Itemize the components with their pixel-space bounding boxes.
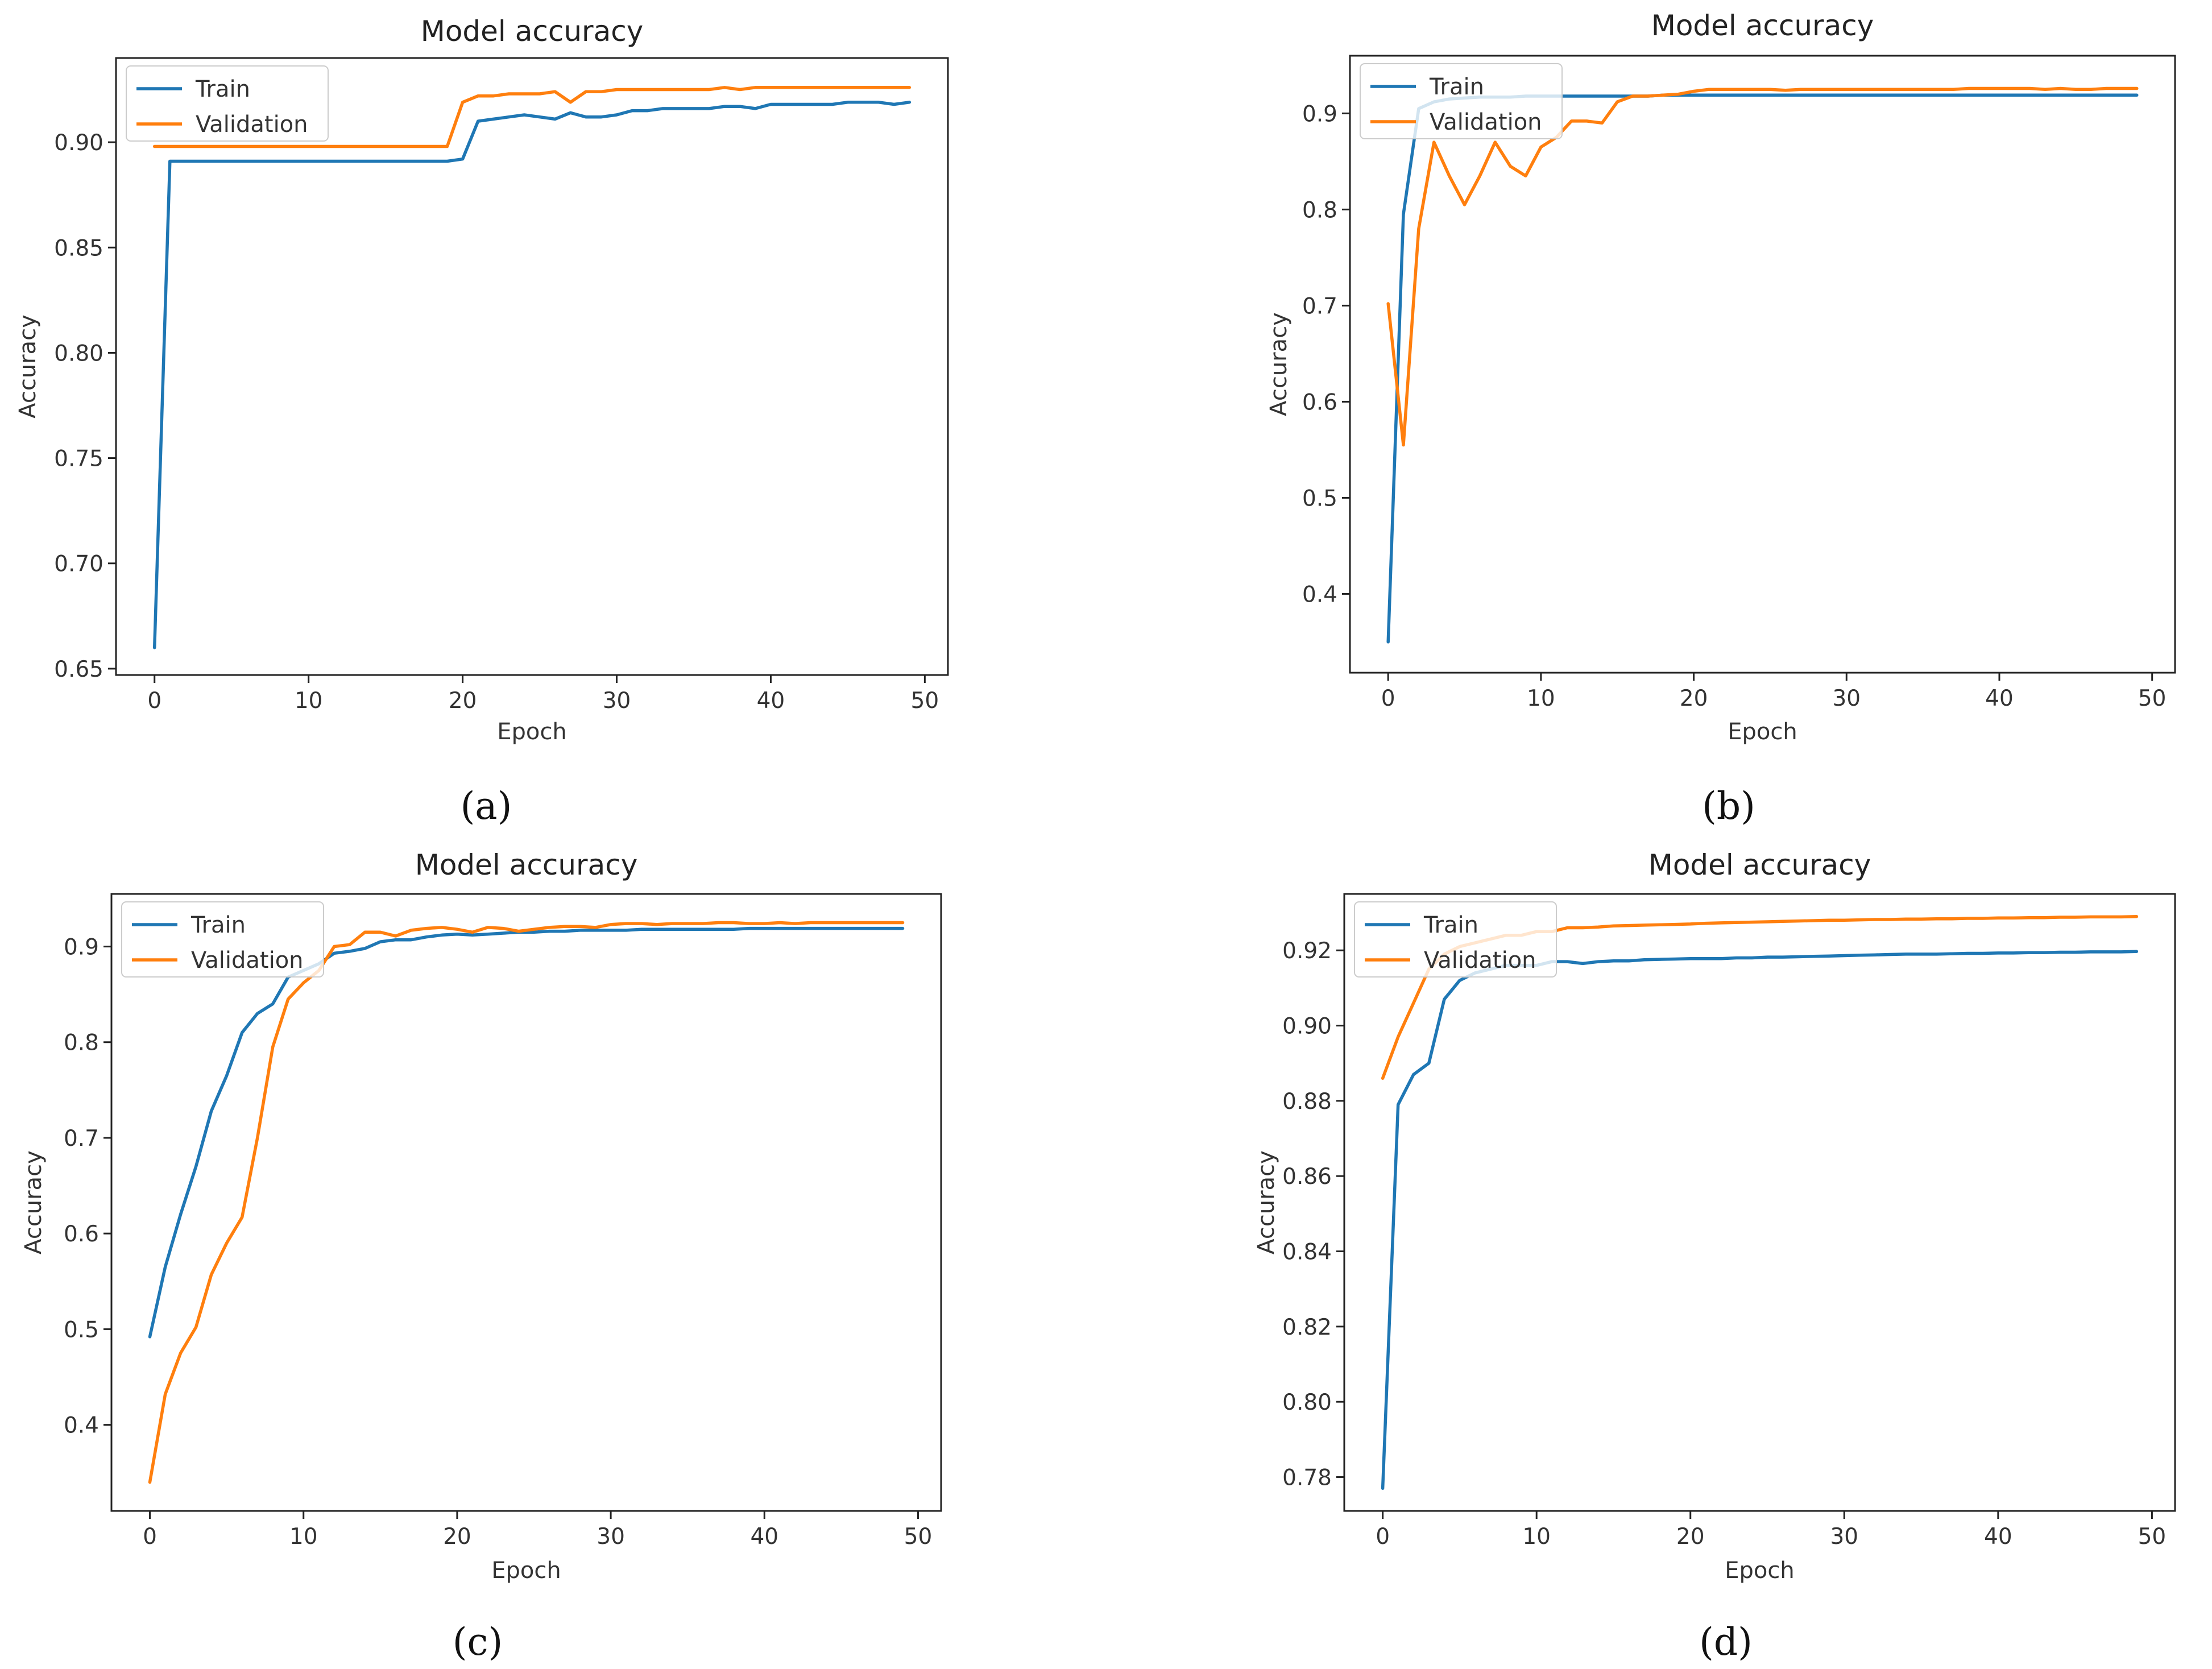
legend: Train Validation bbox=[126, 65, 329, 142]
legend-label-train: Train bbox=[190, 912, 246, 938]
legend-label-validation: Validation bbox=[1430, 109, 1542, 135]
legend-label-validation: Validation bbox=[196, 111, 308, 138]
chart-title: Model accuracy bbox=[415, 848, 638, 881]
x-tick-label: 50 bbox=[911, 688, 939, 714]
legend-label-train: Train bbox=[195, 76, 250, 102]
legend-box bbox=[126, 65, 329, 142]
x-tick-label: 20 bbox=[443, 1524, 471, 1550]
x-tick-label: 30 bbox=[597, 1524, 625, 1550]
plot-frame bbox=[1343, 893, 2176, 1512]
x-tick-label: 50 bbox=[2138, 686, 2167, 711]
y-tick-label: 0.8 bbox=[64, 1030, 99, 1056]
y-tick-label: 0.5 bbox=[1302, 486, 1337, 511]
x-tick-label: 40 bbox=[750, 1524, 778, 1550]
legend-box bbox=[1354, 901, 1557, 978]
x-axis-label: Epoch bbox=[491, 1558, 561, 1584]
y-tick-label: 0.80 bbox=[54, 341, 103, 366]
legend-label-validation: Validation bbox=[191, 947, 304, 974]
x-tick-label: 0 bbox=[143, 1524, 157, 1550]
legend: Train Validation bbox=[1354, 901, 1557, 978]
x-tick-label: 20 bbox=[449, 688, 477, 714]
y-axis-label: Accuracy bbox=[20, 1150, 47, 1254]
y-tick-label: 0.80 bbox=[1282, 1390, 1332, 1415]
y-tick-label: 0.6 bbox=[1302, 390, 1337, 415]
y-axis-label: Accuracy bbox=[1253, 1150, 1279, 1254]
x-tick-label: 10 bbox=[289, 1524, 318, 1550]
y-tick-label: 0.86 bbox=[1282, 1164, 1332, 1190]
series-line-validation bbox=[1386, 86, 2139, 447]
x-axis-label: Epoch bbox=[497, 719, 566, 745]
panel-caption: (a) bbox=[461, 784, 512, 828]
y-tick-label: 0.5 bbox=[64, 1317, 99, 1343]
x-tick-label: 0 bbox=[1381, 686, 1395, 711]
y-tick-label: 0.4 bbox=[64, 1413, 99, 1439]
x-tick-label: 20 bbox=[1676, 1524, 1705, 1550]
y-tick-label: 0.70 bbox=[54, 552, 103, 577]
y-tick-label: 0.90 bbox=[1282, 1014, 1332, 1039]
series-line-train bbox=[1381, 950, 2139, 1490]
panel-caption: (b) bbox=[1702, 784, 1755, 828]
x-tick-label: 40 bbox=[1985, 686, 2014, 711]
x-axis-label: Epoch bbox=[1725, 1558, 1794, 1584]
y-tick-label: 0.90 bbox=[54, 130, 103, 156]
panel-caption: (d) bbox=[1699, 1620, 1753, 1664]
legend-label-train: Train bbox=[1429, 74, 1484, 100]
y-axis-label: Accuracy bbox=[1266, 312, 1292, 416]
series-line-validation bbox=[152, 86, 912, 148]
y-tick-label: 0.82 bbox=[1282, 1315, 1332, 1340]
series-line-validation bbox=[148, 921, 905, 1484]
plot-frame bbox=[115, 57, 949, 676]
panel-b: Model accuracy 0 10 20 30 40 50 0.4 0.5 0.6 0.7 0.8… bbox=[1266, 9, 2176, 828]
y-tick-label: 0.9 bbox=[1302, 101, 1337, 127]
x-tick-label: 30 bbox=[1830, 1524, 1858, 1550]
y-tick-label: 0.7 bbox=[64, 1126, 99, 1152]
chart-title: Model accuracy bbox=[1648, 848, 1871, 881]
y-tick-label: 0.85 bbox=[54, 235, 103, 261]
y-tick-label: 0.75 bbox=[54, 446, 103, 472]
x-tick-label: 50 bbox=[904, 1524, 933, 1550]
chart-title: Model accuracy bbox=[421, 15, 644, 48]
legend-box bbox=[121, 901, 324, 978]
y-tick-label: 0.4 bbox=[1302, 582, 1337, 607]
y-tick-label: 0.7 bbox=[1302, 293, 1337, 319]
y-tick-label: 0.6 bbox=[64, 1221, 99, 1247]
legend-box bbox=[1360, 63, 1563, 139]
y-tick-label: 0.78 bbox=[1282, 1465, 1332, 1490]
x-tick-label: 10 bbox=[1527, 686, 1555, 711]
x-tick-label: 0 bbox=[1376, 1524, 1390, 1550]
y-tick-label: 0.84 bbox=[1282, 1240, 1332, 1265]
plot-frame bbox=[110, 893, 942, 1512]
panel-caption: (c) bbox=[453, 1620, 503, 1664]
legend-label-train: Train bbox=[1423, 912, 1478, 938]
y-tick-label: 0.65 bbox=[54, 657, 103, 682]
y-tick-label: 0.9 bbox=[64, 935, 99, 960]
series-line-train bbox=[1386, 93, 2139, 644]
x-tick-label: 30 bbox=[1832, 686, 1861, 711]
chart-title: Model accuracy bbox=[1651, 9, 1874, 42]
panel-a: Model accuracy 0 10 20 30 40 50 0.65 0.70 0.75 0.8… bbox=[15, 15, 949, 828]
legend: Train Validation bbox=[1360, 63, 1563, 139]
x-tick-label: 0 bbox=[147, 688, 161, 714]
y-axis-label: Accuracy bbox=[15, 314, 41, 419]
y-tick-label: 0.8 bbox=[1302, 197, 1337, 223]
series-line-train bbox=[152, 101, 912, 649]
legend: Train Validation bbox=[121, 901, 324, 978]
y-tick-label: 0.92 bbox=[1282, 938, 1332, 964]
x-tick-label: 40 bbox=[1984, 1524, 2012, 1550]
x-axis-label: Epoch bbox=[1728, 719, 1797, 745]
x-tick-label: 40 bbox=[757, 688, 785, 714]
y-tick-label: 0.88 bbox=[1282, 1089, 1332, 1115]
x-tick-label: 20 bbox=[1680, 686, 1708, 711]
x-tick-label: 10 bbox=[1522, 1524, 1551, 1550]
x-tick-label: 30 bbox=[603, 688, 631, 714]
panel-d: Model accuracy 0 10 20 30 40 50 0.78 0.80 0.82 0.8… bbox=[1253, 848, 2176, 1664]
panel-c: Model accuracy 0 10 20 30 40 50 0.4 0.5 0.6 0.7 0.8… bbox=[20, 848, 942, 1664]
plot-frame bbox=[1349, 55, 2176, 674]
legend-label-validation: Validation bbox=[1424, 947, 1536, 974]
x-tick-label: 10 bbox=[295, 688, 323, 714]
x-tick-label: 50 bbox=[2138, 1524, 2167, 1550]
series-line-train bbox=[148, 926, 905, 1339]
